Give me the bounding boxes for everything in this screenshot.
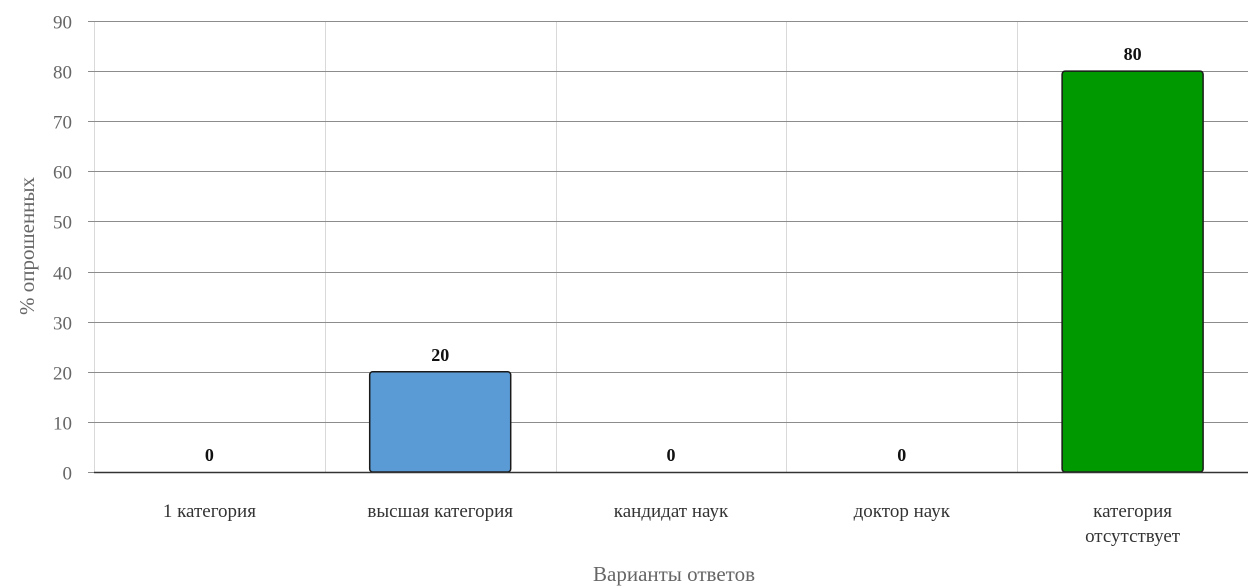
y-tick-label: 50 [53, 213, 72, 234]
bar [1061, 70, 1204, 473]
y-tick-label: 70 [53, 113, 72, 134]
y-tick-label: 90 [53, 13, 72, 34]
bar-layer [368, 70, 1204, 473]
y-tick-label: 30 [53, 314, 72, 335]
y-tick-label: 20 [53, 364, 72, 385]
y-axis-title: % опрошенных [15, 176, 39, 315]
x-category-label: высшая категория [367, 501, 513, 522]
data-label: 0 [667, 445, 676, 465]
x-category-label: доктор наук [854, 501, 951, 522]
data-label: 0 [897, 445, 906, 465]
x-category-label: категория отсутствует [1085, 501, 1181, 547]
data-label: 20 [431, 345, 449, 365]
x-axis-title: Варианты ответов [593, 562, 755, 586]
y-tick-label: 10 [53, 414, 72, 435]
bar [368, 371, 512, 473]
x-category-label: 1 категория [163, 501, 256, 522]
axis-layer [88, 21, 1248, 474]
data-label: 0 [205, 445, 214, 465]
label-layer: 0 10 20 30 40 50 60 70 80 90 0 1 категория 20 высшая … [53, 13, 1181, 548]
y-tick-label: 0 [63, 464, 73, 485]
y-tick-label: 80 [53, 63, 72, 84]
y-tick-label: 40 [53, 264, 72, 285]
data-label: 80 [1124, 44, 1142, 64]
y-tick-label: 60 [53, 163, 72, 184]
x-category-label: кандидат наук [614, 501, 729, 522]
grid-layer [94, 21, 1248, 472]
